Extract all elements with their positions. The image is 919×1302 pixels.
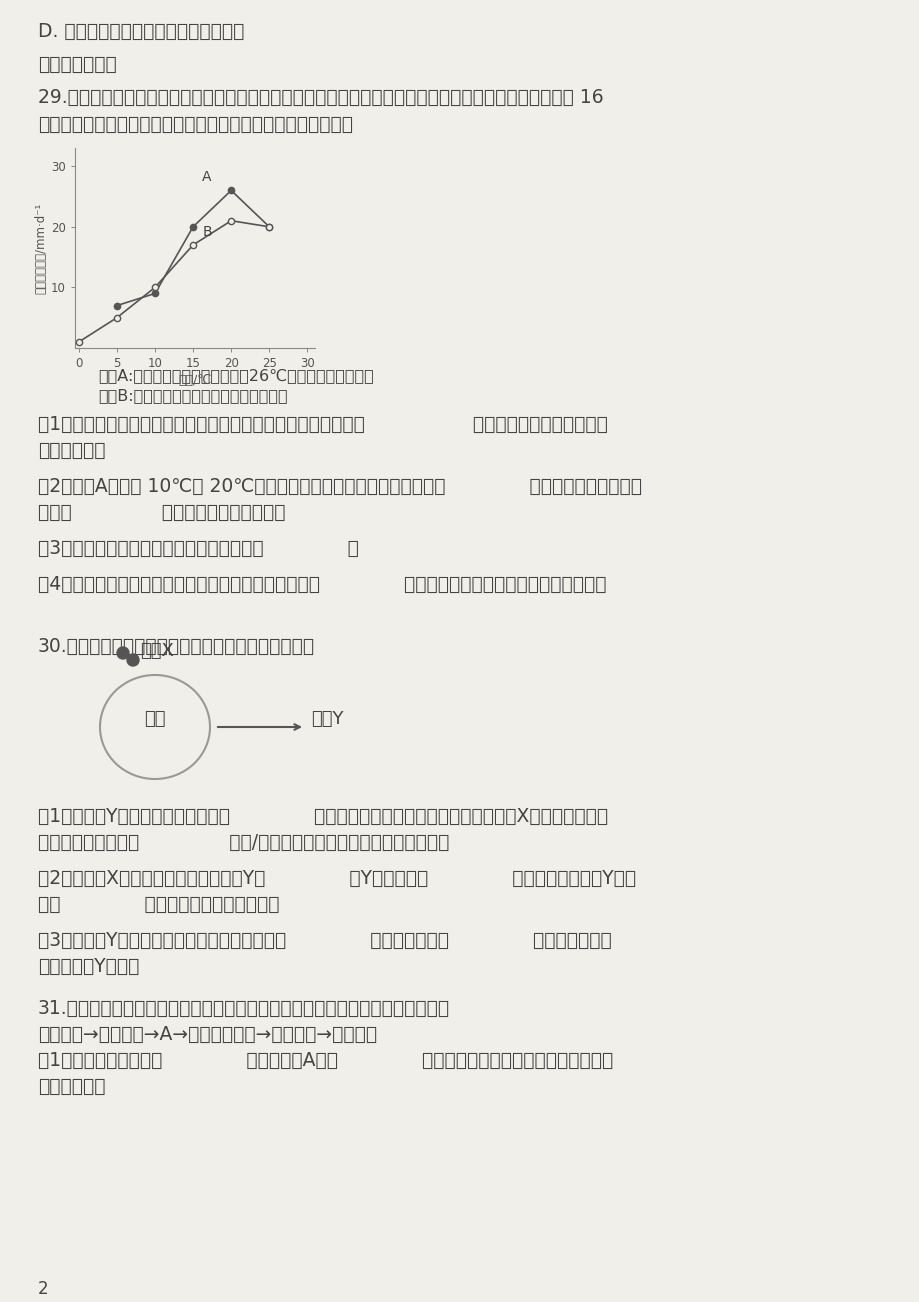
Text: （4）现代科学研究表明，植物生长发育过程在根本上是              在一定时间和空间上程序性表达的结果。: （4）现代科学研究表明，植物生长发育过程在根本上是 在一定时间和空间上程序性表达… bbox=[38, 575, 606, 594]
Text: D. 免疫活性物质都是由免疫细胞产生的: D. 免疫活性物质都是由免疫细胞产生的 bbox=[38, 22, 244, 40]
Text: （2）曲线A在夜温 10℃和 20℃条件下，茎生长速率不同的原因是白天              （生理过程）强度相同: （2）曲线A在夜温 10℃和 20℃条件下，茎生长速率不同的原因是白天 （生理过… bbox=[38, 477, 641, 496]
Y-axis label: 茎的生长速率/mm·d⁻¹: 茎的生长速率/mm·d⁻¹ bbox=[34, 202, 47, 294]
Text: （3）图中最有利于番茄茎生长的温度条件是              。: （3）图中最有利于番茄茎生长的温度条件是 。 bbox=[38, 539, 358, 559]
Text: 下进行培养。: 下进行培养。 bbox=[38, 441, 106, 460]
Text: （2）若物质X是促甲状腺激素，则激素Y是              ，Y的蝶细胞是              ，在寒冷条件下，Y的作: （2）若物质X是促甲状腺激素，则激素Y是 ，Y的蝶细胞是 ，在寒冷条件下，Y的作 bbox=[38, 868, 635, 888]
Text: 小时光照，光照强度相同且适宜，实验结果如图所示。请回答：: 小时光照，光照强度相同且适宜，实验结果如图所示。请回答： bbox=[38, 115, 353, 134]
Text: 30.下图表示高等动物体内激素的分泌调节。请回答：: 30.下图表示高等动物体内激素的分泌调节。请回答： bbox=[38, 637, 315, 656]
Text: 曲线B:植物所处环境的日温与夜温保持一致: 曲线B:植物所处环境的日温与夜温保持一致 bbox=[98, 388, 288, 404]
Text: （3）若激素Y是抗利尿素，则该细胞的胞体位于              ，当细胞外液的              升高时，可导致: （3）若激素Y是抗利尿素，则该细胞的胞体位于 ，当细胞外液的 升高时，可导致 bbox=[38, 931, 611, 950]
Text: 释放的激素Y增加。: 释放的激素Y增加。 bbox=[38, 957, 139, 976]
Text: 二、非选择题：: 二、非选择题： bbox=[38, 55, 117, 74]
Circle shape bbox=[127, 654, 139, 667]
Text: （1）图中所示过程属于              演替，其中A表示              阶段。在该演替的过程中，生态系统的: （1）图中所示过程属于 演替，其中A表示 阶段。在该演替的过程中，生态系统的 bbox=[38, 1051, 613, 1070]
Text: 裸岁阶段→地衣阶段→A→草本植物阶段→灌木阶段→森林阶段: 裸岁阶段→地衣阶段→A→草本植物阶段→灌木阶段→森林阶段 bbox=[38, 1025, 377, 1044]
Text: 2: 2 bbox=[38, 1280, 49, 1298]
Text: B: B bbox=[202, 225, 211, 238]
Text: （1）若激素Y是胰岛素，则该细胞是              。当机体产生的抗体破坏了该细胞与物质X结合的受体时，: （1）若激素Y是胰岛素，则该细胞是 。当机体产生的抗体破坏了该细胞与物质X结合的… bbox=[38, 807, 607, 825]
Text: 激素Y: 激素Y bbox=[311, 710, 343, 728]
Text: （1）为完成本实验，研究人员至少要将生长状况相同的幼苗分为                  组，并将其置于相应的条件: （1）为完成本实验，研究人员至少要将生长状况相同的幼苗分为 组，并将其置于相应的… bbox=[38, 415, 607, 434]
Text: A: A bbox=[202, 171, 211, 185]
Text: 细胞: 细胞 bbox=[144, 710, 165, 728]
Text: 而夜间               （生理过程）强度不同。: 而夜间 （生理过程）强度不同。 bbox=[38, 503, 285, 522]
X-axis label: 夜温/℃: 夜温/℃ bbox=[178, 374, 211, 387]
Circle shape bbox=[117, 647, 129, 659]
Text: 曲线A:植物所处环境的日温固定为26℃，夜温如横坐标所示: 曲线A:植物所处环境的日温固定为26℃，夜温如横坐标所示 bbox=[98, 368, 373, 383]
Text: 31.下图表示某地从裸岁演替到森林的过程，大致经历了以下几个阶段。请回答：: 31.下图表示某地从裸岁演替到森林的过程，大致经历了以下几个阶段。请回答： bbox=[38, 999, 449, 1018]
Text: 稳定性增强。: 稳定性增强。 bbox=[38, 1077, 106, 1096]
Text: 用是              ，使机体产生更多的热量。: 用是 ，使机体产生更多的热量。 bbox=[38, 894, 279, 914]
Text: 可使血糖浓度偏高，               （能/不能）通过注射胰岛素降低血糖浓度。: 可使血糖浓度偏高， （能/不能）通过注射胰岛素降低血糖浓度。 bbox=[38, 833, 448, 852]
Text: 物质X: 物质X bbox=[140, 642, 174, 660]
Text: 29.研究人员为了研究日温和夜温对作物生长的影响，利用生长状况相同的番茄幼苗进行实验，每昼夜给予 16: 29.研究人员为了研究日温和夜温对作物生长的影响，利用生长状况相同的番茄幼苗进行… bbox=[38, 89, 603, 107]
